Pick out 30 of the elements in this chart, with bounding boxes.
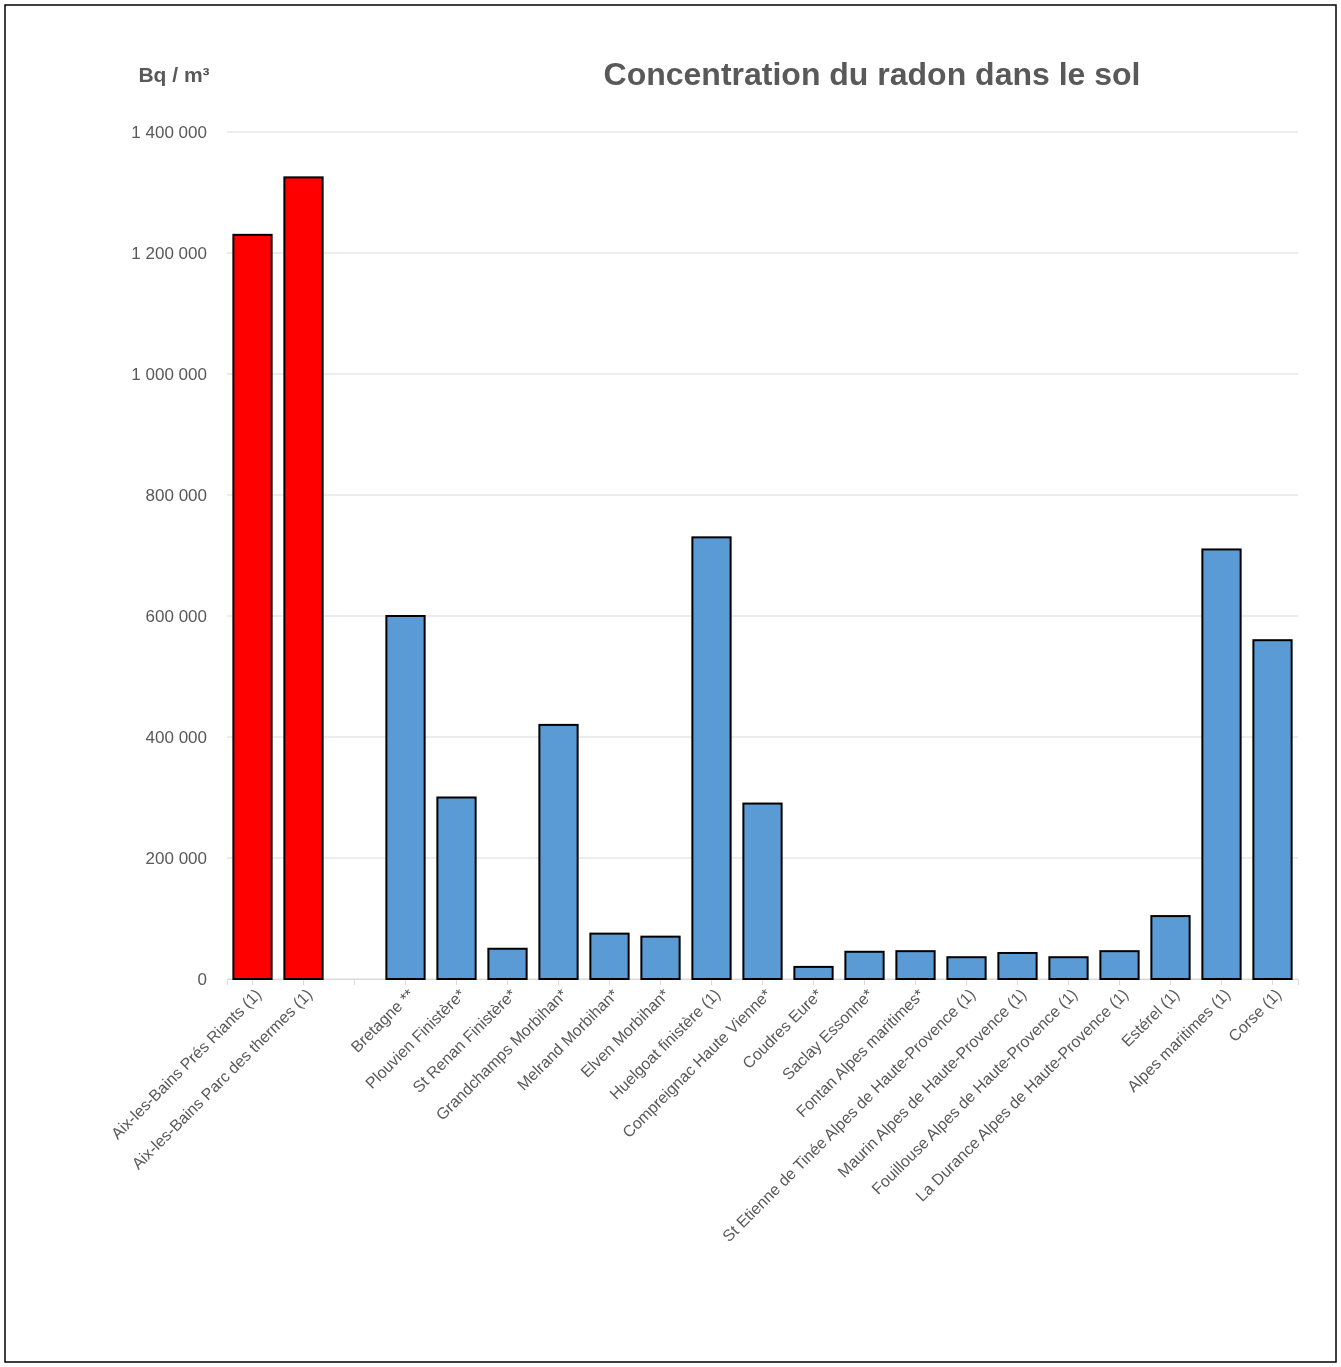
bar <box>691 536 732 980</box>
bar <box>895 950 936 980</box>
y-tick-label: 1 000 000 <box>131 364 207 384</box>
chart-title: Concentration du radon dans le sol <box>603 56 1141 92</box>
bar <box>1201 548 1242 980</box>
bar <box>844 950 885 980</box>
bar <box>1099 950 1140 980</box>
y-tick-label: 600 000 <box>145 606 207 626</box>
bar <box>742 802 783 980</box>
bar <box>1150 915 1191 980</box>
bar <box>946 956 987 980</box>
bar <box>283 176 324 980</box>
bar <box>232 233 273 980</box>
y-tick-label: 800 000 <box>145 485 207 505</box>
y-tick-label: 0 <box>197 969 207 989</box>
bar <box>640 935 681 980</box>
bar <box>487 947 528 980</box>
y-tick-label: 1 400 000 <box>131 122 207 142</box>
bar <box>436 796 477 980</box>
y-tick-label: 200 000 <box>145 848 207 868</box>
y-tick-label: 400 000 <box>145 727 207 747</box>
bar <box>997 951 1038 980</box>
bar <box>1048 956 1089 980</box>
bar <box>793 965 834 980</box>
bar <box>1252 639 1293 980</box>
y-tick-label: 1 200 000 <box>131 243 207 263</box>
bar <box>538 723 579 980</box>
y-axis-title: Bq / m³ <box>138 63 210 86</box>
bar <box>589 932 630 980</box>
bar <box>385 615 426 980</box>
